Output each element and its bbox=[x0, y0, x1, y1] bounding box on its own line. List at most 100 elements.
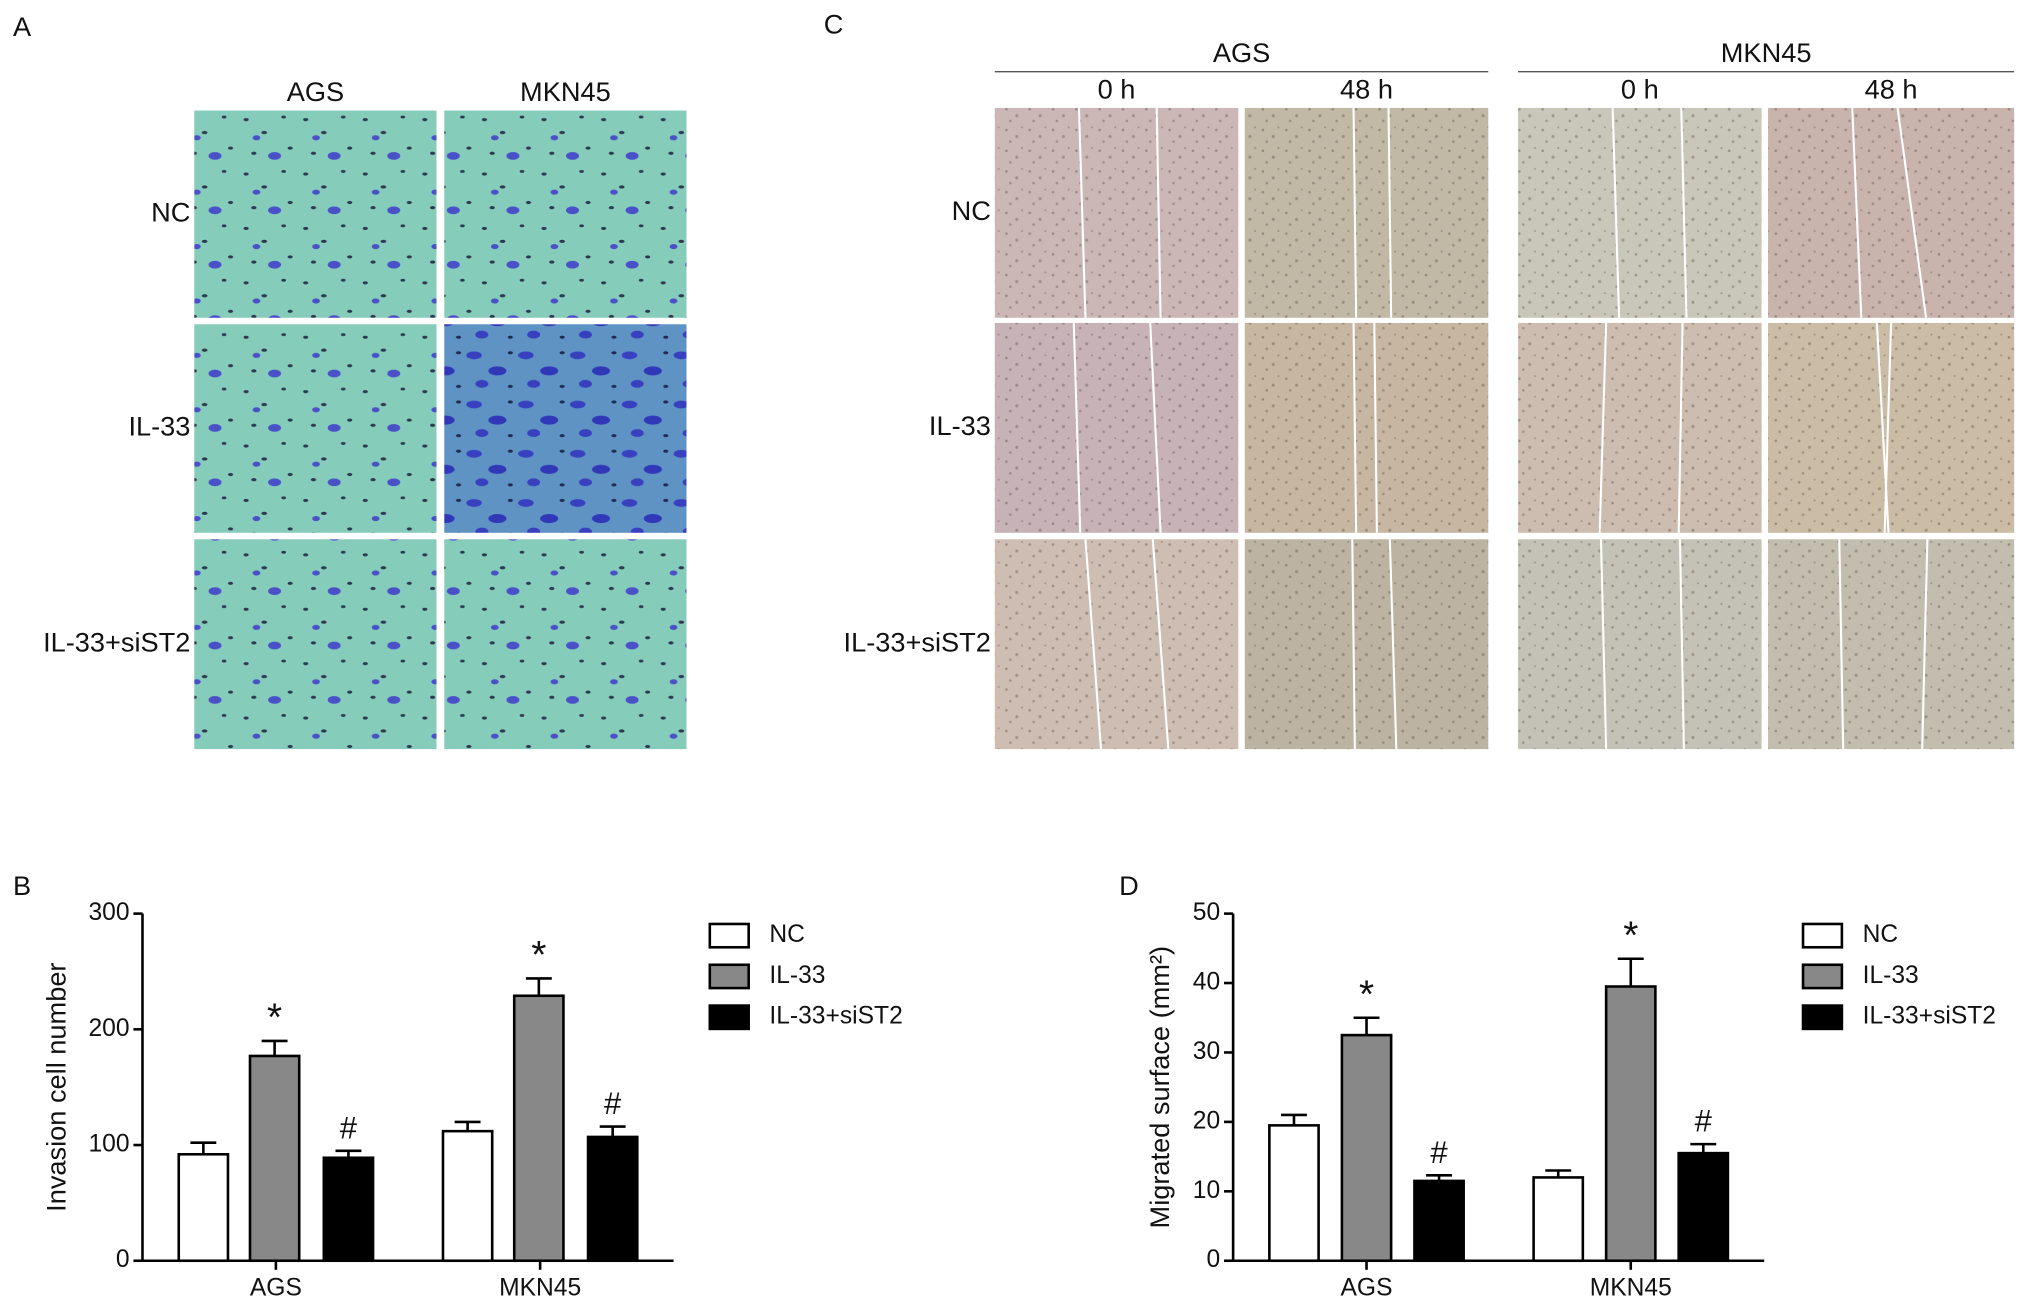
scratch-edge bbox=[1155, 107, 1162, 318]
y-tick-label: 200 bbox=[88, 1015, 129, 1042]
significance-marker: * bbox=[1623, 914, 1638, 957]
y-tick-label: 300 bbox=[88, 899, 129, 926]
bar bbox=[248, 1054, 301, 1263]
scratch-edge bbox=[1387, 107, 1393, 318]
micrograph bbox=[444, 539, 687, 750]
panel-label: D bbox=[1119, 870, 1139, 901]
micrograph bbox=[194, 539, 437, 750]
micrograph-texture bbox=[1244, 107, 1489, 318]
legend-label: IL-33+siST2 bbox=[769, 1003, 902, 1030]
bar bbox=[586, 1135, 639, 1263]
micrograph bbox=[444, 324, 687, 533]
bar bbox=[177, 1152, 230, 1263]
scratch-edge bbox=[1883, 322, 1893, 533]
scratch-edge bbox=[1838, 539, 1845, 750]
column-header: 48 h bbox=[1340, 73, 1393, 104]
legend-label: NC bbox=[769, 921, 805, 948]
scratch-edge bbox=[1680, 107, 1688, 318]
column-header: 0 h bbox=[1621, 73, 1659, 104]
legend-label: IL-33+siST2 bbox=[1863, 1003, 1996, 1030]
scratch-edge bbox=[1851, 107, 1863, 318]
micrograph bbox=[444, 110, 687, 318]
micrograph-texture bbox=[1518, 107, 1762, 318]
column-header: MKN45 bbox=[520, 76, 611, 107]
micrograph-texture bbox=[1518, 539, 1762, 750]
legend-label: IL-33 bbox=[1863, 962, 1919, 989]
micrograph-texture bbox=[1768, 539, 2015, 750]
y-tick-label: 100 bbox=[88, 1131, 129, 1158]
bar bbox=[1532, 1176, 1585, 1263]
micrograph-texture bbox=[1768, 322, 2015, 533]
significance-marker: * bbox=[267, 996, 282, 1039]
micrograph-texture bbox=[1244, 322, 1489, 533]
legend-swatch bbox=[708, 1004, 750, 1031]
column-header: 48 h bbox=[1865, 73, 1918, 104]
y-axis-label: Invasion cell number bbox=[40, 963, 71, 1212]
scratch-edge bbox=[1352, 322, 1358, 533]
panel-label: B bbox=[13, 870, 31, 901]
y-tick-label: 0 bbox=[1206, 1246, 1220, 1273]
column-header: AGS bbox=[287, 76, 344, 107]
bar bbox=[1604, 985, 1657, 1263]
bar bbox=[441, 1129, 494, 1263]
y-tick-label: 30 bbox=[1193, 1038, 1220, 1065]
legend-swatch bbox=[1801, 922, 1844, 949]
scratch-edge bbox=[1921, 539, 1929, 750]
scratch-edge bbox=[1599, 539, 1608, 750]
bar bbox=[1268, 1124, 1320, 1263]
micrograph bbox=[194, 324, 437, 533]
row-label: IL-33+siST2 bbox=[43, 626, 190, 657]
micrograph-texture bbox=[994, 322, 1239, 533]
scratch-edge bbox=[1598, 322, 1608, 533]
x-tick-label: AGS bbox=[1341, 1275, 1393, 1302]
significance-marker: # bbox=[340, 1110, 358, 1145]
column-header: 0 h bbox=[1098, 73, 1136, 104]
significance-marker: * bbox=[1359, 973, 1374, 1016]
scratch-edge bbox=[1677, 322, 1684, 533]
y-tick-label: 50 bbox=[1193, 899, 1220, 926]
legend-label: NC bbox=[1863, 921, 1899, 948]
scratch-edge bbox=[1149, 322, 1162, 533]
scratch-edge bbox=[1351, 539, 1356, 750]
legend-swatch bbox=[708, 963, 750, 990]
x-tick-label: MKN45 bbox=[1590, 1275, 1672, 1302]
y-axis-label: Migrated surface (mm²) bbox=[1144, 946, 1175, 1229]
bar bbox=[1340, 1033, 1393, 1263]
legend-label: IL-33 bbox=[769, 962, 825, 989]
y-tick-label: 40 bbox=[1193, 969, 1220, 996]
scratch-edge bbox=[1072, 322, 1082, 533]
scratch-edge bbox=[1611, 107, 1621, 318]
micrograph-texture bbox=[994, 107, 1239, 318]
legend-swatch bbox=[1801, 1004, 1844, 1031]
bar bbox=[1413, 1179, 1465, 1263]
micrograph-texture bbox=[1518, 322, 1762, 533]
legend-swatch bbox=[708, 922, 750, 949]
row-label: IL-33+siST2 bbox=[844, 626, 991, 657]
row-label: NC bbox=[151, 196, 190, 227]
x-tick-label: MKN45 bbox=[499, 1275, 581, 1302]
bar bbox=[1677, 1151, 1730, 1263]
panel-label: A bbox=[13, 11, 32, 42]
significance-marker: * bbox=[531, 934, 546, 977]
scratch-edge bbox=[1151, 539, 1170, 750]
row-label: NC bbox=[952, 195, 991, 226]
scratch-edge bbox=[1388, 539, 1398, 750]
bar bbox=[322, 1156, 375, 1263]
micrograph-texture bbox=[1768, 107, 2015, 318]
bar bbox=[512, 994, 565, 1263]
scratch-edge bbox=[1678, 539, 1685, 750]
significance-marker: # bbox=[1430, 1135, 1448, 1170]
micrograph-texture bbox=[1244, 539, 1489, 750]
y-tick-label: 10 bbox=[1193, 1177, 1220, 1204]
group-header: AGS bbox=[1213, 37, 1270, 68]
group-header: MKN45 bbox=[1721, 37, 1812, 68]
row-label: IL-33 bbox=[128, 411, 190, 442]
panel-label: C bbox=[824, 9, 844, 40]
significance-marker: # bbox=[604, 1086, 622, 1121]
micrograph bbox=[194, 110, 437, 318]
scratch-edge bbox=[1352, 107, 1358, 318]
scratch-edge bbox=[1077, 107, 1087, 318]
x-tick-label: AGS bbox=[250, 1275, 302, 1302]
